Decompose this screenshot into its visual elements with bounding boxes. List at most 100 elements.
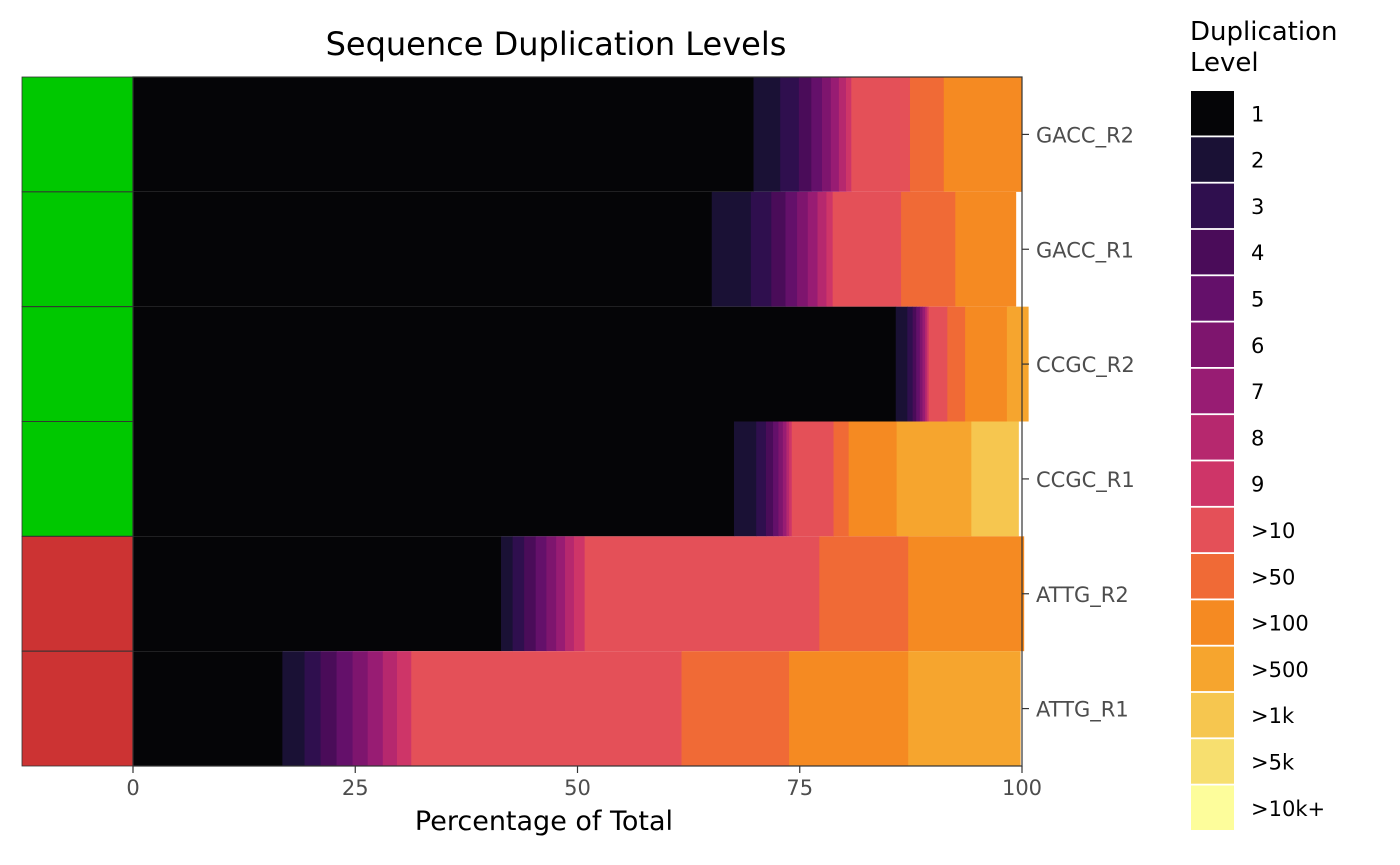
bar-segment	[912, 306, 917, 422]
y-axis: GACC_R2 GACC_R1 CCGC_R2 CCGC_R1 ATTG_R2 ATTG_…	[1022, 123, 1135, 723]
bar-segment	[733, 421, 757, 537]
bar-segment	[352, 651, 369, 766]
bar-segment	[908, 536, 1025, 652]
legend-label: 3	[1251, 195, 1264, 219]
legend-label: 1	[1251, 102, 1264, 126]
bar-segment	[133, 306, 897, 422]
x-tick-label: 100	[1002, 776, 1042, 800]
bar-segment	[826, 191, 834, 307]
bar-segment	[367, 651, 384, 766]
bar-segment	[908, 651, 1021, 766]
y-tick-label: GACC_R1	[1036, 238, 1134, 263]
bar-segment	[896, 421, 972, 537]
legend-key	[1191, 507, 1234, 553]
legend-key	[1191, 183, 1234, 229]
bar-segment	[943, 77, 1023, 192]
bar-segment	[955, 191, 1017, 307]
legend-label: >100	[1251, 612, 1309, 636]
bar-segment	[771, 191, 786, 307]
legend-key	[1191, 739, 1234, 784]
legend-label: 9	[1251, 473, 1264, 497]
bar-segment	[848, 421, 898, 537]
legend-label: 6	[1251, 334, 1264, 358]
chart-title: Sequence Duplication Levels	[326, 25, 787, 63]
legend-label: >10k+	[1251, 797, 1325, 821]
bar-segment	[965, 306, 1008, 422]
bar-segment	[817, 191, 827, 307]
bar-segment	[336, 651, 353, 766]
bar-segment	[304, 651, 321, 766]
bar-segment	[320, 651, 337, 766]
bar-segment	[512, 536, 525, 652]
bar-segment	[926, 306, 930, 422]
bar-segment	[789, 421, 793, 537]
legend-key	[1191, 415, 1234, 460]
bar-segment	[907, 306, 914, 422]
status-strip	[21, 76, 134, 767]
bar-segment	[819, 536, 909, 652]
bar-segment	[786, 421, 790, 537]
y-tick-label: ATTG_R2	[1036, 583, 1129, 608]
bar-segment	[546, 536, 557, 652]
bar-segment	[753, 77, 781, 192]
bar-segment	[971, 421, 1019, 537]
bar-segment	[133, 191, 713, 307]
status-cell-ccgc-r2	[21, 306, 134, 422]
status-cell-gacc-r2	[21, 76, 134, 193]
bar-segment	[535, 536, 547, 652]
status-cell-gacc-r1	[21, 191, 134, 308]
bar-segment	[811, 77, 823, 192]
y-tick-label: ATTG_R1	[1036, 698, 1129, 723]
bar-segment	[821, 77, 832, 192]
bar-segment	[807, 191, 818, 307]
bar-segment	[282, 651, 305, 766]
x-axis-title: Percentage of Total	[415, 806, 673, 837]
bar-segment	[851, 77, 911, 192]
bar-segment	[797, 191, 809, 307]
legend-key	[1191, 785, 1234, 830]
legend-key	[1191, 600, 1234, 645]
bar-segment	[919, 306, 923, 422]
bar-segment	[798, 77, 812, 192]
legend-key	[1191, 91, 1234, 136]
bar-segment	[1006, 306, 1029, 422]
bar-segment	[925, 306, 928, 422]
bar-segment	[789, 651, 909, 766]
legend-label: 7	[1251, 380, 1264, 404]
bar-segment	[584, 536, 820, 652]
bar-segment	[133, 77, 754, 192]
x-tick-label: 50	[564, 776, 591, 800]
bar-segment	[765, 421, 774, 537]
legend-key	[1191, 692, 1234, 738]
plot-bars	[133, 77, 1029, 766]
bar-segment	[833, 421, 850, 537]
bar-segment	[681, 651, 790, 766]
bar-segment	[501, 536, 514, 652]
bar-segment	[133, 651, 283, 766]
bar-segment	[133, 421, 735, 537]
legend-key	[1191, 461, 1234, 506]
status-cell-attg-r1	[21, 650, 134, 767]
bar-segment	[928, 306, 948, 422]
bar-segment	[524, 536, 537, 652]
bar-segment	[909, 77, 945, 192]
bar-segment	[791, 421, 834, 537]
legend-key	[1191, 137, 1234, 182]
y-tick-label: CCGC_R1	[1036, 468, 1135, 493]
bar-segment	[785, 191, 798, 307]
bar-segment	[895, 306, 908, 422]
bar-segment	[832, 191, 902, 307]
legend: 1 2 3 4 5 6 7 8 9 >10 >50 >100 >500 >1k >5k >10k+	[1191, 91, 1325, 830]
bar-segment	[830, 77, 840, 192]
x-tick-label: 0	[126, 776, 139, 800]
legend-label: 8	[1251, 426, 1264, 450]
legend-key	[1191, 368, 1234, 414]
status-cell-attg-r2	[21, 535, 134, 652]
bar-segment	[916, 306, 921, 422]
y-tick-label: GACC_R2	[1036, 123, 1134, 148]
legend-label: >50	[1251, 565, 1295, 589]
legend-label: 5	[1251, 287, 1264, 311]
legend-title-line-1: Duplication	[1190, 17, 1337, 47]
legend-key	[1191, 646, 1234, 692]
bar-segment	[397, 651, 412, 766]
